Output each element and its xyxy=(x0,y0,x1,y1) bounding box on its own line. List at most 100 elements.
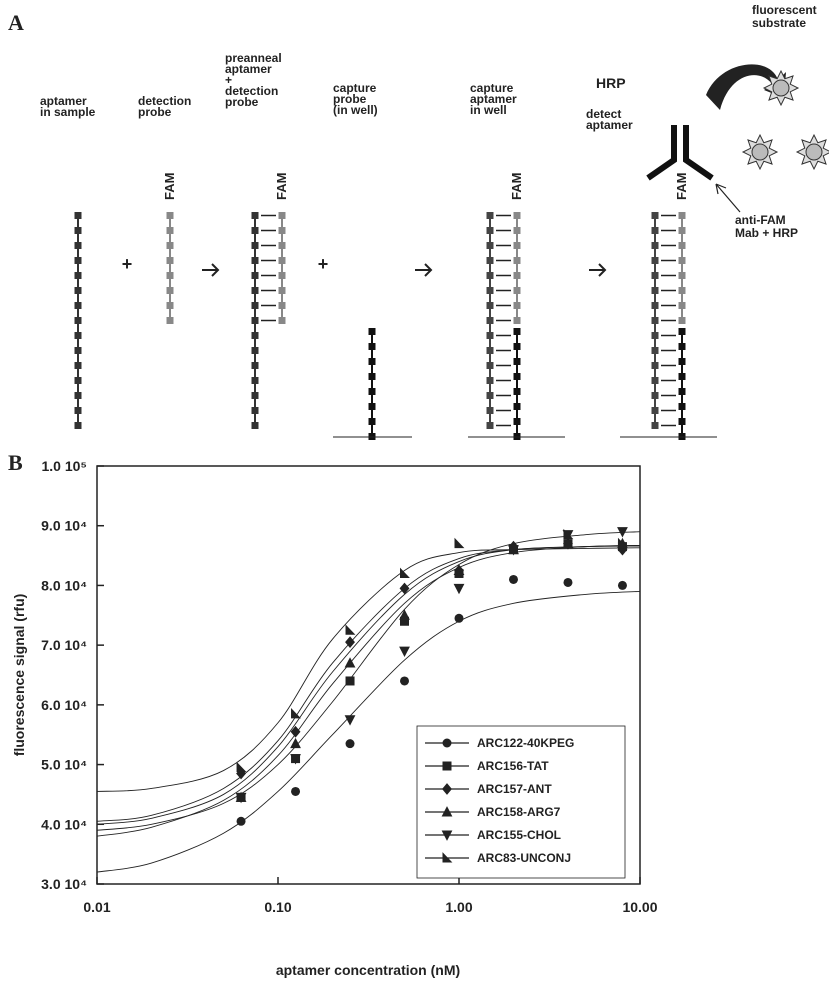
plus-sign: + xyxy=(122,254,133,274)
step-label: detection probe xyxy=(138,94,191,119)
data-point xyxy=(454,537,465,549)
data-point xyxy=(400,676,410,686)
legend-label: ARC158-ARG7 xyxy=(477,805,561,819)
step-label: detect aptamer xyxy=(586,107,633,132)
data-point xyxy=(508,543,519,555)
fam-label: FAM xyxy=(274,173,289,200)
y-tick-label: 4.0 10⁴ xyxy=(41,816,87,832)
fluorophore-core xyxy=(805,143,823,161)
data-point xyxy=(399,646,410,657)
step-label-line: detection xyxy=(138,94,191,108)
step-label-line: probe xyxy=(225,95,259,109)
data-point xyxy=(563,528,574,540)
fam-label: FAM xyxy=(509,173,524,200)
legend-label: ARC83-UNCONJ xyxy=(477,851,571,865)
legend-label: ARC155-CHOL xyxy=(477,828,561,842)
step-label-line: probe xyxy=(333,92,367,106)
data-point xyxy=(454,613,464,623)
step-label-line: aptamer xyxy=(225,62,272,76)
y-tick-label: 1.0 10⁵ xyxy=(42,458,88,474)
legend-label: ARC157-ANT xyxy=(477,782,552,796)
step-label-line: probe xyxy=(138,105,172,119)
data-point xyxy=(562,537,574,549)
step-label-line: preanneal xyxy=(225,51,282,65)
substrate-label-line: fluorescent xyxy=(752,3,817,17)
legend-marker xyxy=(442,852,453,863)
x-tick-label: 1.00 xyxy=(445,899,472,915)
step-label-line: capture xyxy=(470,81,514,95)
legend-marker xyxy=(441,830,453,841)
legend-box xyxy=(416,725,626,879)
plus-sign: + xyxy=(318,254,329,274)
data-point xyxy=(291,786,301,796)
fit-curve xyxy=(96,531,641,831)
step-label: capture probe (in well) xyxy=(333,81,378,117)
data-point xyxy=(508,574,518,584)
step-label: aptamer in sample xyxy=(40,94,96,119)
fam-label: FAM xyxy=(674,173,689,200)
substrate-label: fluorescent substrate xyxy=(752,3,817,30)
y-tick-label: 7.0 10⁴ xyxy=(41,637,87,653)
step-label-line: (in well) xyxy=(333,103,378,117)
step-label-line: aptamer xyxy=(470,92,517,106)
fam-label: FAM xyxy=(162,173,177,200)
legend-marker xyxy=(442,761,452,771)
step-label-line: in well xyxy=(470,103,507,117)
data-point xyxy=(617,580,627,590)
panel-b-label: B xyxy=(8,450,23,475)
step-label: preanneal aptamer + detection probe xyxy=(225,51,282,109)
reaction-arrows xyxy=(202,263,607,277)
antibody-label-line: Mab + HRP xyxy=(735,226,798,240)
antibody-label-line: anti-FAM xyxy=(735,213,786,227)
y-tick-label: 6.0 10⁴ xyxy=(41,697,87,713)
step-label-line: detection xyxy=(225,84,278,98)
x-tick-label: 10.00 xyxy=(622,899,657,915)
x-tick-label: 0.01 xyxy=(83,899,110,915)
step-label-line: aptamer xyxy=(40,94,87,108)
data-point xyxy=(236,761,247,773)
data-point xyxy=(345,624,356,635)
antibody xyxy=(646,125,714,181)
data-point xyxy=(290,737,301,749)
hrp-label: HRP xyxy=(596,75,626,91)
data-point xyxy=(290,725,301,738)
fit-curve xyxy=(96,590,641,873)
legend-label: ARC122-40KPEG xyxy=(477,736,574,750)
y-tick-label: 8.0 10⁴ xyxy=(41,577,87,593)
data-point xyxy=(563,577,573,587)
data-point xyxy=(236,816,246,826)
data-point xyxy=(344,715,356,726)
y-tick-label: 3.0 10⁴ xyxy=(41,876,87,892)
fit-curve xyxy=(96,544,641,825)
data-point xyxy=(344,657,356,668)
legend-marker xyxy=(442,783,452,795)
y-tick-label: 5.0 10⁴ xyxy=(41,757,87,773)
step-label-line: + xyxy=(225,73,232,87)
y-axis-title: fluorescence signal (rfu) xyxy=(11,594,27,757)
data-point xyxy=(617,537,628,549)
x-tick-label: 0.10 xyxy=(264,899,291,915)
step-label-line: in sample xyxy=(40,105,96,119)
substrate-arrow xyxy=(706,64,786,110)
step-label: capture aptamer in well xyxy=(470,81,517,117)
data-point xyxy=(345,739,355,749)
substrate-label-line: substrate xyxy=(752,16,806,30)
y-tick-label: 9.0 10⁴ xyxy=(41,518,87,534)
plot-frame xyxy=(96,465,641,885)
legend-marker xyxy=(441,806,453,817)
fit-curve xyxy=(96,547,641,792)
x-axis-title: aptamer concentration (nM) xyxy=(276,962,460,978)
step-label-line: detect xyxy=(586,107,621,121)
data-point xyxy=(617,543,628,556)
data-point xyxy=(453,583,465,595)
data-point xyxy=(399,609,410,620)
legend-marker xyxy=(442,738,452,748)
data-point xyxy=(399,582,410,595)
panel-a-label: A xyxy=(8,10,24,35)
data-point xyxy=(291,707,301,719)
data-point xyxy=(235,792,247,804)
data-point xyxy=(453,564,465,575)
pointer-arrow xyxy=(715,183,741,213)
data-point xyxy=(400,567,410,578)
